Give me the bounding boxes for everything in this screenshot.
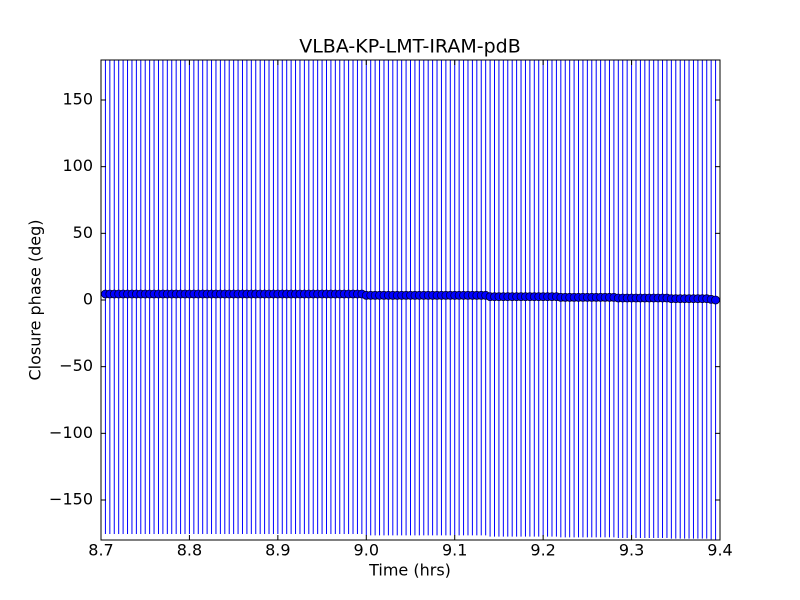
y-tick-label: 50 (73, 223, 93, 242)
x-tick-label: 9.1 (442, 541, 467, 560)
y-tick-label: 0 (83, 290, 93, 309)
x-tick-label: 9.4 (707, 541, 732, 560)
x-tick-label: 8.9 (265, 541, 290, 560)
chart-title: VLBA-KP-LMT-IRAM-pdB (299, 36, 521, 58)
y-tick-label: 150 (62, 90, 93, 109)
x-tick-label: 8.7 (88, 541, 113, 560)
y-tick-label: −50 (59, 356, 93, 375)
y-tick-label: −150 (49, 490, 93, 509)
x-axis-label: Time (hrs) (368, 561, 451, 580)
y-tick-label: 100 (62, 156, 93, 175)
x-tick-label: 9.2 (530, 541, 555, 560)
data-point (711, 295, 720, 305)
y-tick-label: −100 (49, 423, 93, 442)
x-tick-label: 8.8 (177, 541, 202, 560)
x-tick-label: 9.0 (354, 541, 379, 560)
y-axis-label: Closure phase (deg) (26, 219, 45, 380)
x-tick-label: 9.3 (619, 541, 644, 560)
